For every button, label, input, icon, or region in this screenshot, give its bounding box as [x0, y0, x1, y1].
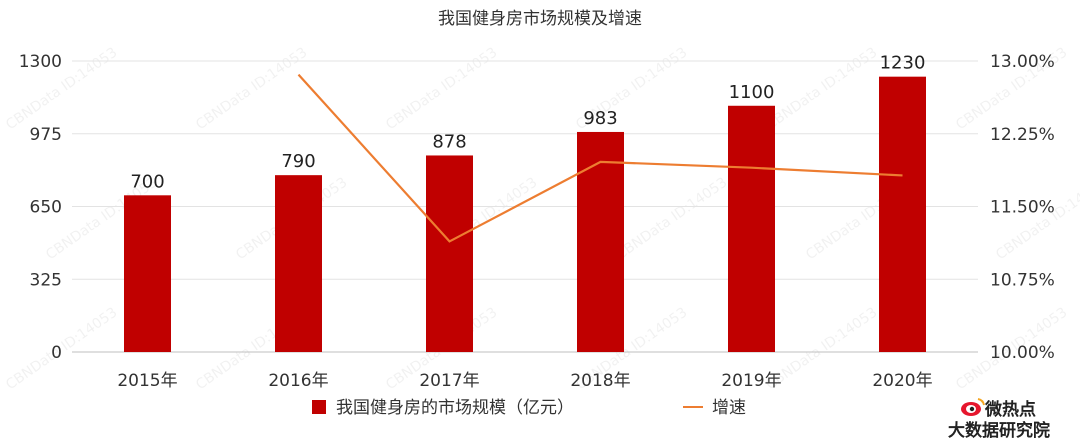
watermark-text: CBNData ID:14053: [763, 45, 880, 134]
y-right-tick-label: 10.75%: [990, 270, 1055, 290]
x-axis: 2015年 2016年 2017年 2018年 2019年 2020年: [117, 371, 932, 391]
y-right-tick-label: 13.00%: [990, 52, 1055, 72]
x-tick-label: 2020年: [872, 371, 932, 391]
chart-title: 我国健身房市场规模及增速: [438, 9, 642, 29]
bar: [728, 105, 775, 353]
y-right-tick-label: 11.50%: [990, 198, 1055, 218]
bar-value-label: 983: [583, 108, 617, 129]
x-tick-label: 2018年: [570, 371, 630, 391]
bar: [275, 175, 322, 352]
x-tick-label: 2015年: [117, 371, 177, 391]
bar: [124, 195, 171, 352]
x-tick-label: 2019年: [721, 371, 781, 391]
line-series: [297, 73, 903, 243]
x-tick-label: 2017年: [419, 371, 479, 391]
y-left-tick-label: 325: [30, 270, 62, 290]
y-right-tick-label: 12.25%: [990, 125, 1055, 145]
weibo-eye-icon: [961, 398, 985, 416]
legend-bar-swatch: [312, 400, 326, 414]
x-tick-label: 2016年: [268, 371, 328, 391]
y-left-tick-label: 650: [30, 198, 62, 218]
bar: [426, 155, 473, 352]
bar-value-label: 790: [281, 151, 315, 172]
y-axis-right: 10.00% 10.75% 11.50% 12.25% 13.00%: [990, 52, 1055, 363]
logo: 微热点 大数据研究院: [948, 398, 1050, 441]
bar-value-label: 1230: [880, 53, 926, 74]
watermark-text: CBNData ID:14053: [193, 45, 310, 134]
legend: 我国健身房的市场规模（亿元） 增速: [312, 398, 746, 418]
watermark-text: CBNData ID:14053: [993, 175, 1080, 264]
bar: [879, 76, 926, 353]
bar-value-label: 878: [432, 131, 466, 152]
y-right-tick-label: 10.00%: [990, 343, 1055, 363]
y-left-tick-label: 975: [30, 125, 62, 145]
bar-value-label: 1100: [729, 82, 775, 103]
logo-line1: 微热点: [984, 399, 1036, 420]
bar: [577, 131, 624, 352]
watermark-text: CBNData ID:14053: [613, 175, 730, 264]
y-left-tick-label: 1300: [19, 52, 62, 72]
logo-line2: 大数据研究院: [948, 420, 1050, 441]
y-left-tick-label: 0: [51, 343, 62, 363]
legend-bar-label: 我国健身房的市场规模（亿元）: [336, 398, 574, 418]
bar-series: 700 790 878 983 1100 1230: [124, 53, 926, 353]
legend-line-label: 增速: [712, 398, 746, 418]
y-axis-left: 0 325 650 975 1300: [19, 52, 62, 363]
bar-value-label: 700: [130, 171, 164, 192]
grid: [72, 60, 978, 353]
watermark-text: CBNData ID:14053: [383, 45, 500, 134]
